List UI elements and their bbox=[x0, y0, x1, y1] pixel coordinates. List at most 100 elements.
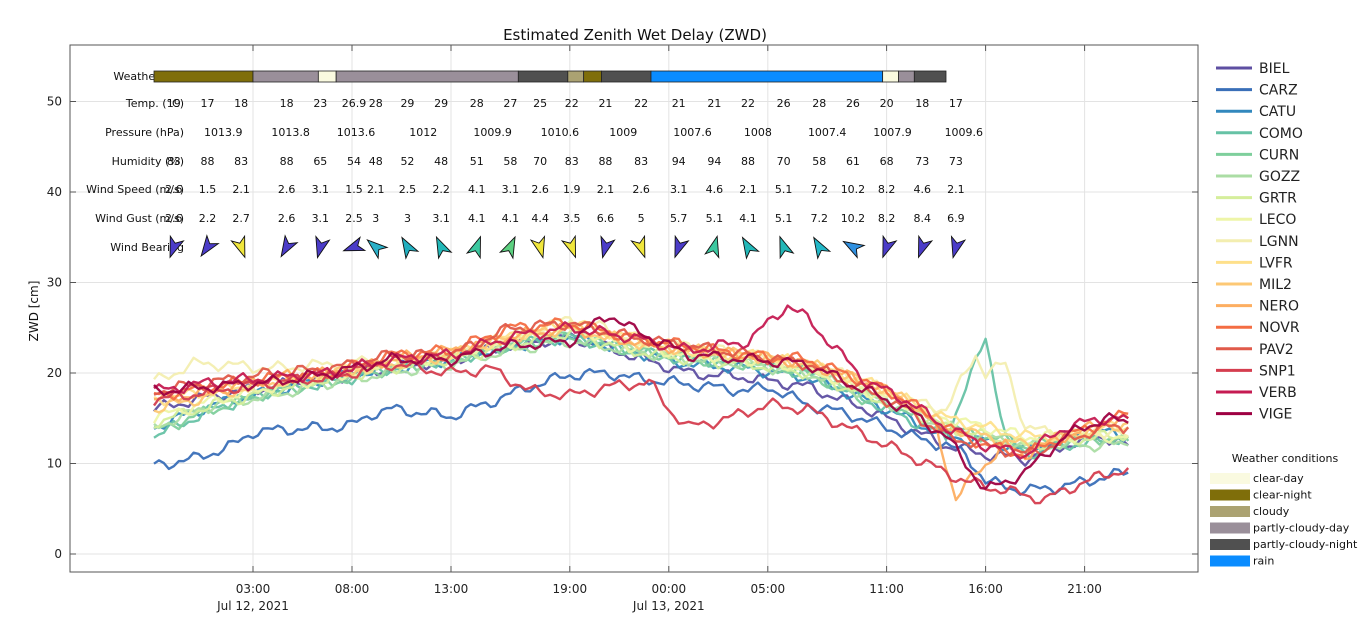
wind-gust-cell: 2.7 bbox=[232, 212, 250, 225]
wind-speed-cell: 7.2 bbox=[811, 183, 829, 196]
pressure-cell: 1007.6 bbox=[673, 126, 712, 139]
condition-swatch-partly-cloudy-day bbox=[1210, 522, 1250, 534]
legend-label-vige: VIGE bbox=[1259, 407, 1292, 423]
humidity-cell: 61 bbox=[846, 155, 860, 168]
wind-gust-cell: 8.4 bbox=[913, 212, 931, 225]
pressure-cell: 1013.9 bbox=[204, 126, 243, 139]
temp-cell: 17 bbox=[949, 97, 963, 110]
temp-cell: 17 bbox=[200, 97, 214, 110]
pressure-cell: 1009.9 bbox=[473, 126, 512, 139]
legend-label-biel: BIEL bbox=[1259, 61, 1290, 77]
row-label-humidity: Humidity (%) bbox=[112, 155, 184, 168]
temp-cell: 19 bbox=[167, 97, 181, 110]
weather-legend-title: Weather conditions bbox=[1232, 452, 1339, 465]
humidity-cell: 70 bbox=[533, 155, 547, 168]
wind-arrow-icon bbox=[950, 235, 967, 259]
humidity-cell: 48 bbox=[434, 155, 448, 168]
series-line-snp1 bbox=[153, 360, 1130, 505]
humidity-cell: 88 bbox=[280, 155, 294, 168]
pressure-cell: 1009.6 bbox=[945, 126, 984, 139]
wind-arrow-shape bbox=[366, 239, 389, 260]
wind-speed-cell: 1.5 bbox=[345, 183, 363, 196]
wind-arrow-shape bbox=[342, 236, 367, 252]
wind-arrow-shape bbox=[704, 235, 720, 259]
condition-swatch-clear-night bbox=[1210, 489, 1250, 501]
condition-swatch-partly-cloudy-night bbox=[1210, 539, 1250, 550]
pressure-cell: 1009 bbox=[609, 126, 637, 139]
humidity-cell: 52 bbox=[400, 155, 414, 168]
row-label-wind-bearing: Wind Bearing bbox=[110, 241, 184, 254]
wind-arrow-icon bbox=[280, 234, 299, 258]
condition-swatch-rain bbox=[1210, 555, 1250, 567]
wind-speed-cell: 2.1 bbox=[947, 183, 965, 196]
series-line-pav2 bbox=[153, 319, 1130, 458]
x-axis: 03:00 Jul 12, 2021 08:00 13:00 19:00 00:00 Jul… bbox=[216, 45, 1102, 613]
temp-cell: 21 bbox=[707, 97, 721, 110]
wind-arrow-icon bbox=[401, 236, 420, 260]
wind-arrow-shape bbox=[600, 235, 616, 259]
legend-label-curn: CURN bbox=[1259, 147, 1299, 163]
legend-label-catu: CATU bbox=[1259, 104, 1296, 120]
wind-arrow-shape bbox=[529, 235, 546, 259]
wind-gust-cell: 7.2 bbox=[811, 212, 829, 225]
wind-gust-cell: 4.4 bbox=[531, 212, 549, 225]
wind-gust-cell: 2.2 bbox=[199, 212, 217, 225]
wind-arrow-icon bbox=[779, 235, 795, 260]
humidity-cell: 94 bbox=[672, 155, 686, 168]
y-tick-label: 30 bbox=[47, 276, 62, 290]
temp-cell: 22 bbox=[741, 97, 755, 110]
y-tick-label: 50 bbox=[47, 95, 62, 109]
wind-arrow-shape bbox=[465, 235, 481, 260]
temp-cell: 21 bbox=[598, 97, 612, 110]
wind-arrow-shape bbox=[950, 235, 967, 259]
info-bar-segment-cloudy bbox=[567, 70, 585, 83]
wind-speed-cell: 4.6 bbox=[913, 183, 931, 196]
wind-arrow-icon bbox=[366, 239, 389, 260]
humidity-cell: 54 bbox=[347, 155, 361, 168]
wind-gust-cell: 2.6 bbox=[278, 212, 296, 225]
plot-area bbox=[69, 44, 1199, 573]
wind-gust-cell: 3 bbox=[372, 212, 379, 225]
humidity-cell: 73 bbox=[949, 155, 963, 168]
wind-gust-cell: 4.1 bbox=[468, 212, 486, 225]
wind-arrow-icon bbox=[882, 234, 898, 259]
legend-label-snp1: SNP1 bbox=[1259, 363, 1296, 379]
condition-label-clear-night: clear-night bbox=[1253, 489, 1312, 502]
pressure-cell: 1008 bbox=[744, 126, 772, 139]
wind-gust-cell: 6.6 bbox=[597, 212, 615, 225]
wind-gust-cell: 10.2 bbox=[841, 212, 866, 225]
wind-gust-cell: 4.1 bbox=[739, 212, 757, 225]
series-line-vige bbox=[153, 316, 1129, 490]
condition-label-partly-cloudy-night: partly-cloudy-night bbox=[1253, 538, 1358, 551]
humidity-cell: 94 bbox=[707, 155, 721, 168]
wind-arrow-icon bbox=[200, 234, 220, 258]
info-bar-segment-partly-cloudy-night bbox=[913, 70, 947, 83]
temp-cell: 22 bbox=[565, 97, 579, 110]
wind-arrow-shape bbox=[674, 234, 690, 259]
wind-speed-cell: 1.5 bbox=[199, 183, 217, 196]
series-line-carz bbox=[153, 367, 1129, 496]
temp-cell: 18 bbox=[280, 97, 294, 110]
temp-cell: 18 bbox=[915, 97, 929, 110]
y-tick-label: 40 bbox=[47, 185, 62, 199]
wind-speed-cell: 2.2 bbox=[432, 183, 450, 196]
wind-gust-cell: 6.9 bbox=[947, 212, 965, 225]
wind-arrow-icon bbox=[704, 235, 720, 259]
info-bar-segment-clear-night bbox=[153, 70, 254, 83]
wind-arrow-icon bbox=[435, 235, 453, 260]
humidity-cell: 88 bbox=[598, 155, 612, 168]
chart-title: Estimated Zenith Wet Delay (ZWD) bbox=[503, 26, 767, 44]
wind-speed-cell: 2.6 bbox=[278, 183, 296, 196]
wind-arrow-shape bbox=[842, 240, 866, 259]
wind-speed-cell: 2.6 bbox=[531, 183, 549, 196]
wind-arrow-icon bbox=[560, 234, 577, 259]
humidity-cell: 83 bbox=[167, 155, 181, 168]
wind-speed-cell: 4.1 bbox=[468, 183, 486, 196]
temp-cell: 27 bbox=[503, 97, 517, 110]
x-tick-date-label: Jul 13, 2021 bbox=[632, 599, 705, 613]
wind-arrow-icon bbox=[230, 234, 246, 259]
wind-arrow-icon bbox=[498, 235, 516, 260]
wind-arrow-icon bbox=[842, 240, 866, 259]
temp-cell: 21 bbox=[672, 97, 686, 110]
wind-speed-cell: 2.1 bbox=[232, 183, 250, 196]
